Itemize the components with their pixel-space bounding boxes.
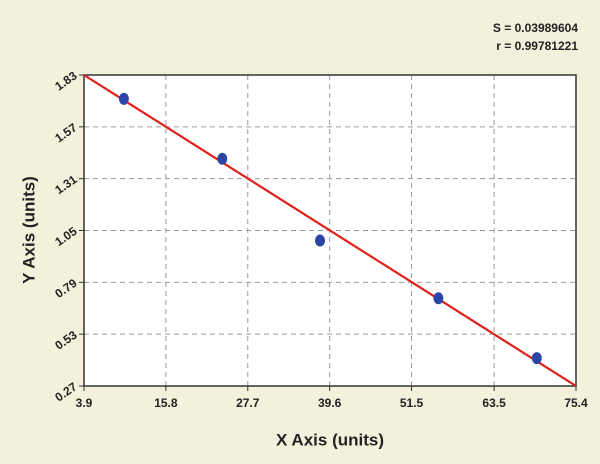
data-point bbox=[433, 292, 444, 305]
x-axis-title: X Axis (units) bbox=[276, 430, 384, 449]
data-point bbox=[315, 234, 326, 247]
annotation: r = 0.99781221 bbox=[496, 39, 578, 53]
x-tick-label: 27.7 bbox=[236, 396, 260, 410]
data-point bbox=[118, 92, 129, 105]
x-tick-label: 3.9 bbox=[76, 396, 93, 410]
data-point bbox=[217, 152, 228, 165]
plot-frame bbox=[83, 74, 577, 387]
data-point bbox=[531, 352, 542, 365]
annotation: S = 0.03989604 bbox=[493, 21, 578, 35]
x-tick-label: 75.4 bbox=[564, 396, 588, 410]
x-tick-label: 39.6 bbox=[318, 396, 342, 410]
fit-line bbox=[83, 74, 577, 387]
x-tick-label: 51.5 bbox=[400, 396, 424, 410]
y-axis-title: Y Axis (units) bbox=[19, 176, 38, 284]
x-tick-label: 15.8 bbox=[154, 396, 178, 410]
x-tick-label: 63.5 bbox=[482, 396, 506, 410]
